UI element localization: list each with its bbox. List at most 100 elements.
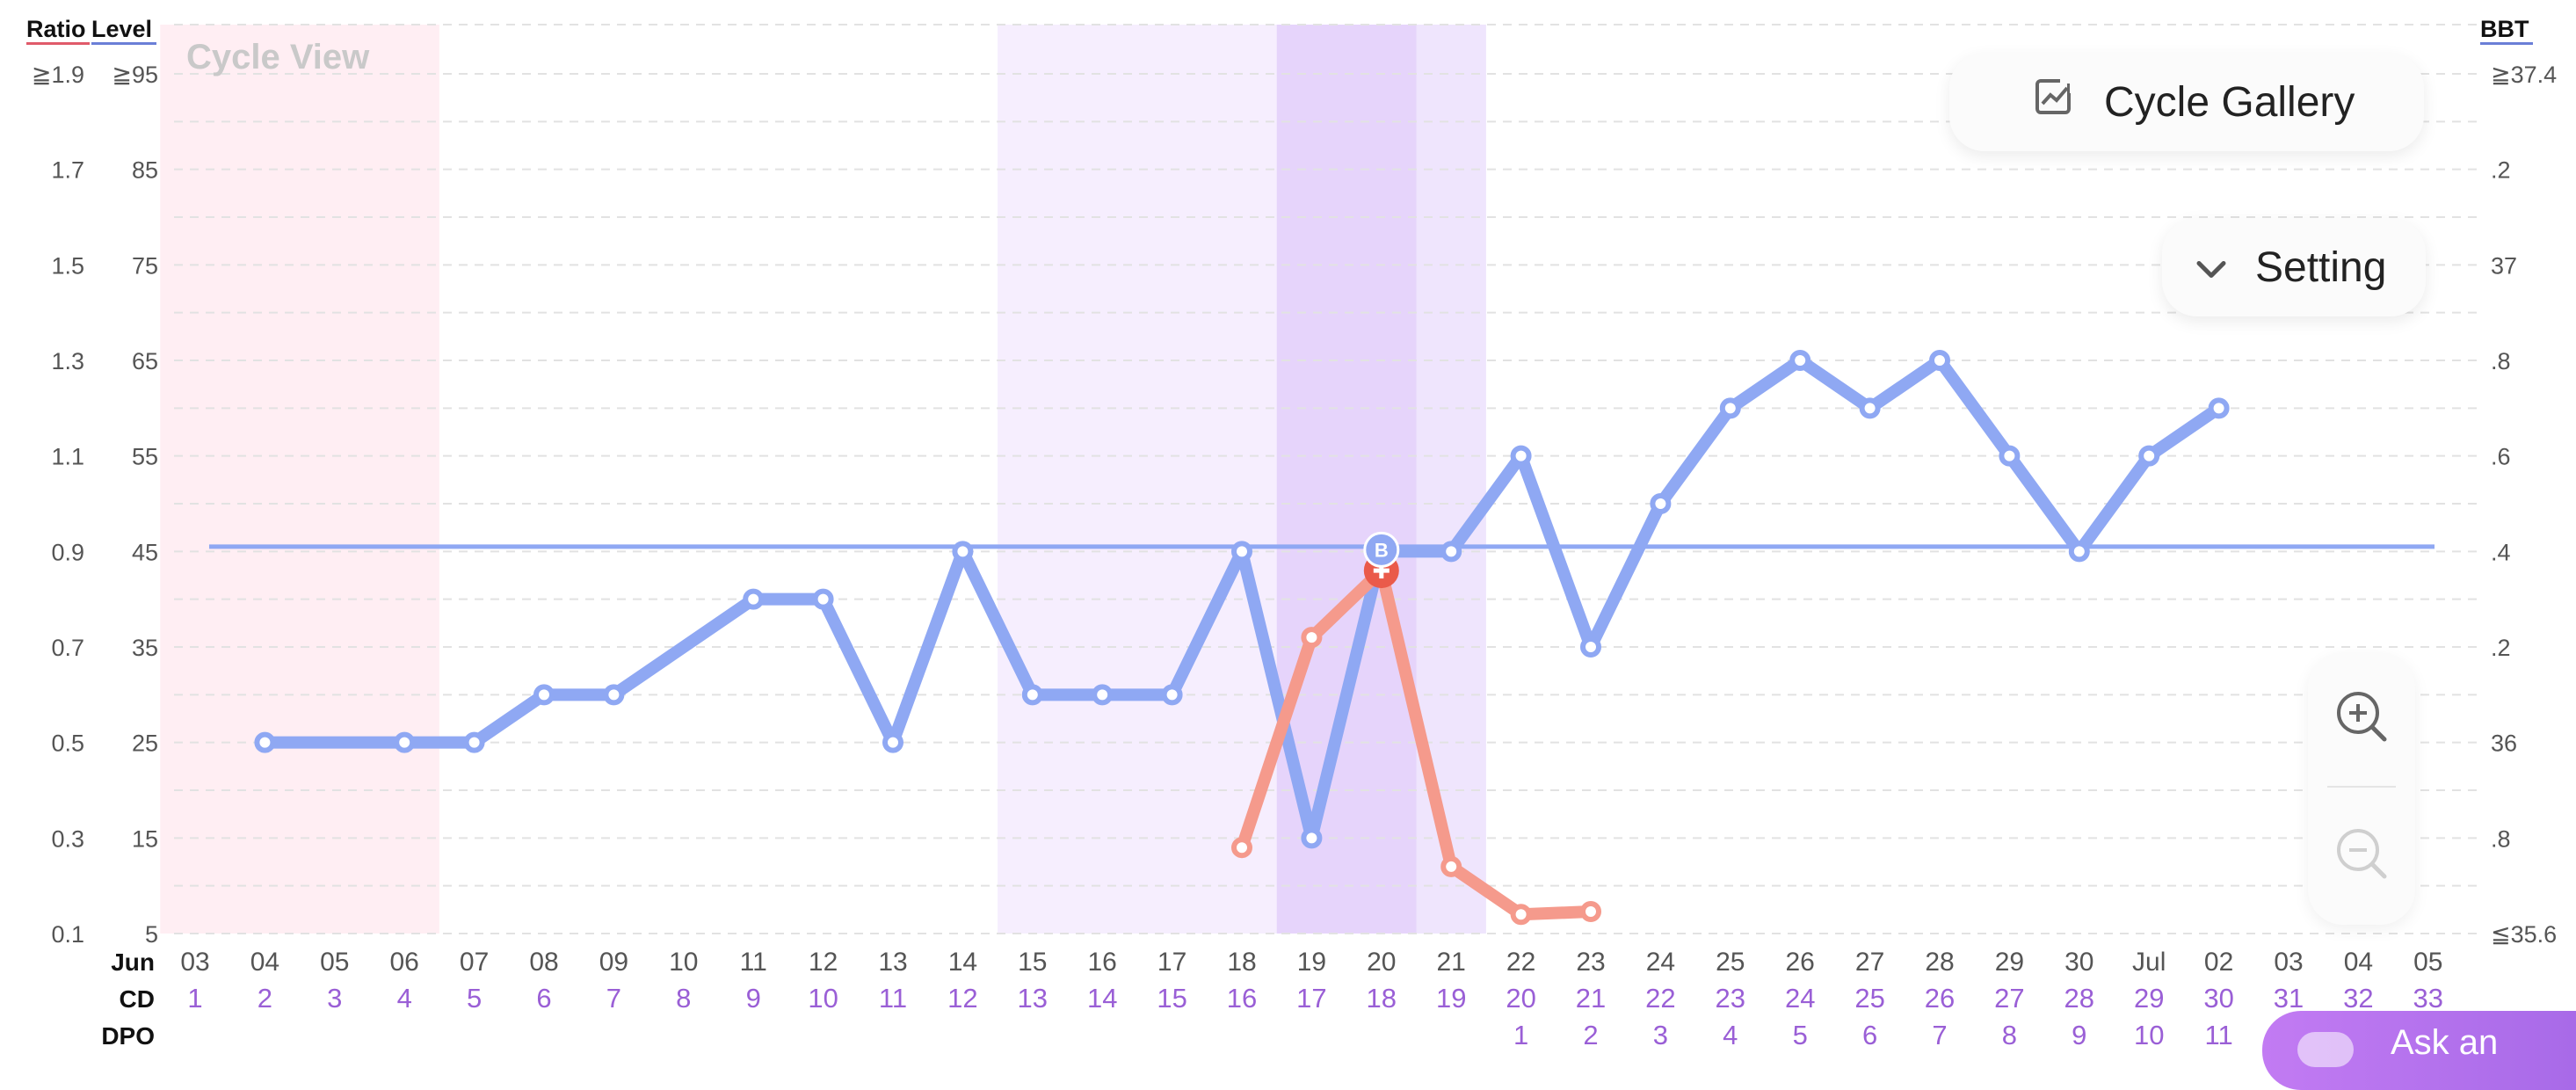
- cd-tick-label: 23: [1716, 983, 1745, 1014]
- date-tick-label: 14: [948, 948, 977, 977]
- data-point: [1999, 445, 2021, 467]
- zoom-controls: [2308, 652, 2415, 925]
- zoom-in-button[interactable]: [2308, 652, 2415, 784]
- date-tick-label: 20: [1367, 948, 1396, 977]
- date-tick-label: 27: [1855, 948, 1884, 977]
- date-tick-label: 21: [1437, 948, 1466, 977]
- data-point: [812, 588, 834, 610]
- date-tick-label: 11: [740, 948, 767, 977]
- series-lines: [254, 350, 2230, 926]
- cd-tick-label: 25: [1854, 983, 1884, 1014]
- level-tick-label: 85: [132, 157, 158, 184]
- dpo-tick-label: 11: [2205, 1020, 2233, 1050]
- cd-tick-label: 32: [2343, 983, 2373, 1014]
- band-fertile-light: [1416, 25, 1486, 934]
- ratio-tick-label: 1.3: [51, 348, 84, 374]
- ratio-tick-label: 0.1: [51, 921, 84, 948]
- special-markers: B: [1363, 531, 1400, 589]
- data-point: [1161, 684, 1183, 706]
- date-tick-label: 26: [1786, 948, 1815, 977]
- cd-tick-label: 24: [1785, 983, 1815, 1014]
- data-point: [254, 731, 276, 753]
- level-title-underline: [91, 42, 156, 45]
- cd-tick-label: 30: [2203, 983, 2233, 1014]
- data-point: [463, 731, 485, 753]
- cd-tick-label: 1: [187, 983, 202, 1014]
- setting-button[interactable]: Setting: [2162, 218, 2426, 316]
- level-tick-label: 15: [132, 825, 158, 852]
- ratio-tick-label: 0.3: [51, 825, 84, 852]
- bbt-tick-label: .2: [2491, 635, 2511, 661]
- level-tick-label: 5: [145, 921, 158, 948]
- data-point: [1021, 684, 1043, 706]
- ask-an-expert-button[interactable]: Ask an: [2262, 1011, 2576, 1090]
- data-point: [394, 731, 416, 753]
- dpo-tick-label: 4: [1723, 1020, 1738, 1050]
- cd-tick-label: 15: [1157, 983, 1186, 1014]
- bbt-tick-label: .6: [2491, 444, 2511, 470]
- x-axis-ticks: 0310420530640750860971081191210131114121…: [180, 948, 2443, 1050]
- cd-tick-label: 31: [2274, 983, 2304, 1014]
- bbt-tick-label: 36: [2491, 730, 2517, 757]
- cd-tick-label: 29: [2134, 983, 2164, 1014]
- date-tick-label: 30: [2064, 948, 2093, 977]
- level-axis-title: Level: [91, 16, 152, 42]
- cd-tick-label: 3: [327, 983, 342, 1014]
- ratio-tick-label: 1.7: [51, 157, 84, 184]
- gridlines: [174, 24, 2480, 934]
- zoom-in-icon: [2333, 688, 2390, 749]
- bbt-tick-label: .2: [2491, 157, 2511, 184]
- cd-tick-label: 7: [606, 983, 621, 1014]
- level-tick-label: ≧95: [112, 62, 158, 88]
- cycle-gallery-button[interactable]: Cycle Gallery: [1949, 53, 2424, 151]
- dpo-tick-label: 6: [1862, 1020, 1877, 1050]
- date-tick-label: 18: [1227, 948, 1256, 977]
- cd-tick-label: 22: [1645, 983, 1675, 1014]
- date-tick-label: 06: [390, 948, 419, 977]
- date-tick-label: 03: [180, 948, 209, 977]
- date-tick-label: 05: [2413, 948, 2442, 977]
- data-point: [533, 684, 555, 706]
- cd-tick-label: 13: [1018, 983, 1048, 1014]
- level-tick-label: 75: [132, 252, 158, 279]
- watermark-title: Cycle View: [186, 38, 370, 76]
- data-point: [743, 588, 765, 610]
- date-tick-label: 25: [1716, 948, 1745, 977]
- zoom-out-button[interactable]: [2308, 789, 2415, 921]
- cd-tick-label: 21: [1576, 983, 1606, 1014]
- ratio-axis-title: Ratio: [26, 16, 86, 42]
- cd-tick-label: 27: [1994, 983, 2024, 1014]
- ratio-tick-label: 1.5: [51, 252, 84, 279]
- data-point: [1301, 827, 1323, 849]
- cd-tick-label: 28: [2064, 983, 2094, 1014]
- level-tick-label: 35: [132, 635, 158, 661]
- cd-tick-label: 9: [746, 983, 761, 1014]
- date-tick-label: 04: [250, 948, 279, 977]
- cd-tick-label: 6: [536, 983, 551, 1014]
- band-fertile-light: [998, 25, 1277, 934]
- dpo-row-label: DPO: [101, 1022, 155, 1050]
- date-tick-label: 22: [1506, 948, 1535, 977]
- b-marker-label: B: [1375, 539, 1389, 561]
- date-tick-label: 05: [320, 948, 349, 977]
- data-point: [1859, 397, 1881, 419]
- ratio-tick-label: 0.7: [51, 635, 84, 661]
- cd-tick-label: 19: [1436, 983, 1466, 1014]
- ratio-tick-label: 1.1: [51, 444, 84, 470]
- dpo-tick-label: 5: [1793, 1020, 1808, 1050]
- data-point: [1510, 904, 1532, 926]
- bbt-axis-title: BBT: [2480, 16, 2529, 42]
- data-point: [603, 684, 625, 706]
- cd-tick-label: 12: [947, 983, 977, 1014]
- dpo-tick-label: 9: [2072, 1020, 2086, 1050]
- b-marker: [1363, 531, 1400, 568]
- cd-tick-label: 33: [2413, 983, 2443, 1014]
- cycle-gallery-label: Cycle Gallery: [2104, 78, 2355, 126]
- date-tick-label: 04: [2344, 948, 2373, 977]
- data-point: [2208, 397, 2230, 419]
- bbt-tick-label: .8: [2491, 348, 2511, 374]
- ratio-tick-label: ≧1.9: [32, 62, 84, 88]
- ratio-title-underline: [26, 42, 90, 45]
- data-point: [2138, 445, 2160, 467]
- ratio-tick-label: 0.9: [51, 539, 84, 565]
